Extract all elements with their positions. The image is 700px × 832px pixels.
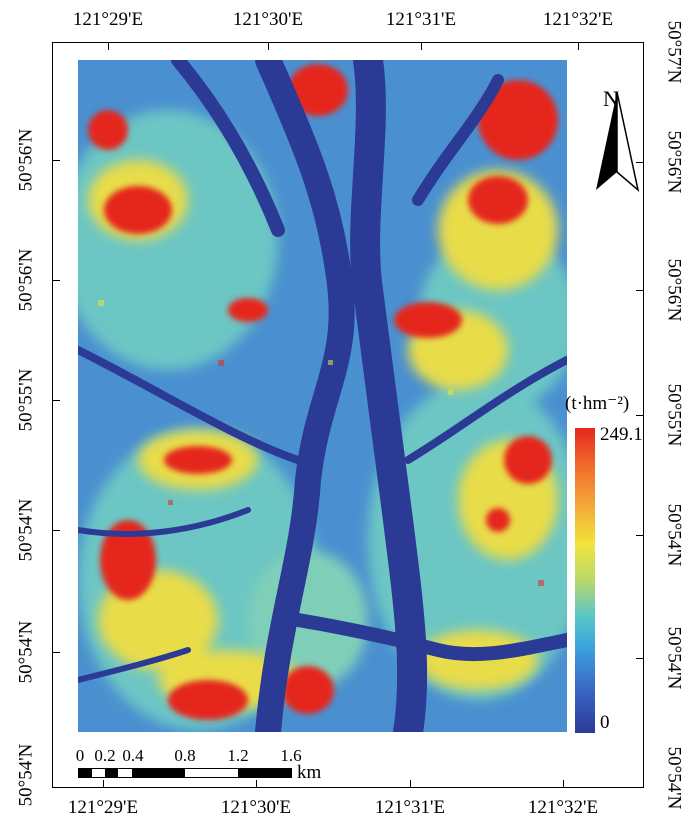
bottom-lon-label: 121°30'E [220,797,292,818]
scale-segment [79,769,92,777]
left-lat-label: 50°54'N [15,620,37,684]
raster-canvas [78,60,567,732]
left-lat-label: 50°54'N [15,498,37,562]
left-lat-label: 50°54'N [15,743,37,807]
biomass-raster-map [78,60,567,732]
bottom-lon-label: 121°32'E [527,797,599,818]
scale-bar [78,768,292,778]
graticule-tick [636,658,644,659]
graticule-tick [52,160,60,161]
legend-color-ramp [575,428,595,733]
left-lat-label: 50°55'N [15,368,37,432]
graticule-tick [421,42,422,50]
graticule-tick [256,780,257,788]
graticule-tick [52,400,60,401]
graticule-tick [103,780,104,788]
legend-unit: (t·hm⁻²) [565,393,630,414]
graticule-tick [563,780,564,788]
scale-unit: km [297,762,322,783]
valley-network [78,60,567,732]
right-lat-label: 50°57'N [663,20,685,84]
scale-label: 1.2 [227,746,249,765]
graticule-tick [636,415,644,416]
top-lon-label: 121°29'E [72,9,144,30]
top-lon-label: 121°30'E [232,9,304,30]
graticule-tick [636,535,644,536]
right-lat-label: 50°54'N [663,746,685,810]
left-lat-label: 50°56'N [15,248,37,312]
scale-label: 0 [75,746,85,765]
scale-label: 0.8 [174,746,196,765]
scale-label: 0.2 [94,746,116,765]
graticule-tick [636,290,644,291]
right-lat-label: 50°54'N [663,626,685,690]
scale-label: 1.6 [280,746,302,765]
texture-speckles [98,300,544,586]
graticule-tick [52,652,60,653]
right-lat-label: 50°56'N [663,130,685,194]
bottom-lon-label: 121°31'E [374,797,446,818]
red-zones [88,64,558,720]
left-lat-label: 50°56'N [15,128,37,192]
north-arrow-icon [596,91,640,193]
legend-min-value: 0 [600,712,610,733]
graticule-tick [52,530,60,531]
scale-segment [132,769,185,777]
right-lat-label: 50°54'N [663,503,685,567]
right-lat-label: 50°55'N [663,383,685,447]
bottom-lon-label: 121°29'E [67,797,139,818]
right-lat-label: 50°56'N [663,258,685,322]
scale-segment [238,769,291,777]
graticule-tick [410,780,411,788]
graticule-tick [108,42,109,50]
scale-label: 0.4 [122,746,144,765]
graticule-tick [636,162,644,163]
top-lon-label: 121°32'E [542,9,614,30]
graticule-tick [52,280,60,281]
graticule-tick [268,42,269,50]
top-lon-label: 121°31'E [385,9,457,30]
scale-segment [105,769,118,777]
graticule-tick [578,42,579,50]
legend-max-value: 249.1 [600,424,643,445]
